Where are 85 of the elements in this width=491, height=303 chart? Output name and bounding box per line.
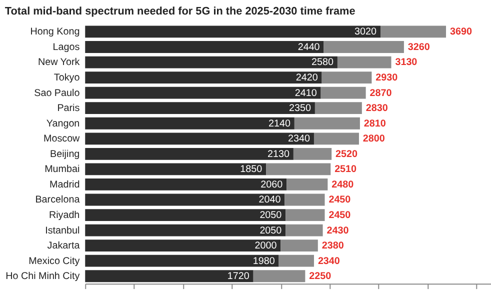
y-tick-label: Paris (57, 103, 80, 114)
total-label: 2250 (309, 271, 332, 282)
total-label: 2450 (328, 210, 352, 221)
total-label: 2340 (318, 256, 340, 267)
y-tick-label: Jakarta (47, 240, 80, 252)
total-label: 3690 (450, 26, 472, 38)
bar (85, 102, 315, 114)
total-label: 2830 (366, 103, 388, 114)
data-label: 2060 (260, 179, 284, 190)
y-tick-label: Yangon (46, 118, 80, 130)
total-label: 2380 (322, 240, 344, 252)
data-label: 1850 (240, 164, 263, 176)
bar (293, 148, 332, 160)
y-tick-label: Sao Paulo (34, 88, 80, 99)
bar (85, 178, 287, 190)
total-label: 2450 (328, 194, 352, 206)
y-tick-label: New York (38, 57, 80, 68)
total-label: 2480 (332, 179, 354, 190)
y-tick-label: Lagos (52, 42, 80, 53)
total-label: 2430 (326, 225, 350, 236)
data-label: 2050 (260, 210, 282, 221)
y-tick-label: Riyadh (48, 210, 80, 221)
bar (324, 41, 404, 53)
data-label: 2140 (268, 118, 291, 130)
bar (322, 72, 372, 84)
data-label: 2000 (254, 240, 278, 252)
y-tick-label: Beijing (50, 148, 80, 160)
bar (85, 254, 279, 267)
data-label: 3020 (354, 26, 378, 38)
data-label: 2580 (312, 57, 334, 68)
bar (85, 56, 338, 68)
bar (380, 26, 446, 38)
data-label: 1720 (227, 271, 250, 282)
y-tick-label: Madrid (50, 179, 80, 190)
bar (314, 102, 362, 114)
bar (85, 148, 294, 160)
bar (337, 56, 392, 68)
total-label: 2510 (334, 164, 358, 176)
bar (85, 209, 286, 221)
data-label: 2440 (298, 42, 320, 53)
bar (85, 26, 380, 38)
data-label: 1980 (252, 256, 276, 267)
total-label: 2520 (336, 148, 358, 160)
bar (85, 240, 281, 252)
y-tick-label: Istanbul (45, 225, 80, 236)
data-label: 2050 (260, 225, 282, 236)
bar (85, 72, 322, 84)
bar (85, 117, 294, 130)
total-label: 3130 (395, 57, 418, 68)
bar (286, 178, 328, 190)
y-tick-label: Moscow (43, 134, 81, 145)
total-label: 3260 (408, 42, 430, 53)
data-label: 2420 (296, 72, 318, 84)
y-tick-label: Mumbai (44, 164, 80, 176)
bar (85, 163, 266, 176)
y-tick-label: Tokyo (54, 72, 80, 84)
data-label: 2350 (289, 103, 312, 114)
total-label: 2800 (362, 134, 386, 145)
total-label: 2810 (364, 118, 386, 130)
data-label: 2410 (294, 88, 318, 99)
bar (85, 41, 324, 53)
y-tick-label: Barcelona (35, 194, 80, 206)
bar (314, 132, 359, 145)
data-label: 2130 (268, 148, 290, 160)
total-label: 2870 (370, 88, 392, 99)
bar (284, 194, 325, 206)
bar (294, 117, 360, 130)
bar (85, 132, 314, 145)
total-label: 2930 (376, 72, 398, 84)
bar (286, 209, 325, 221)
bar (85, 194, 285, 206)
bar (286, 224, 323, 236)
chart-title: Total mid-band spectrum needed for 5G in the 2025-2030 time frame (4, 5, 356, 18)
bar (85, 86, 321, 99)
bar (266, 163, 331, 176)
bar (85, 270, 254, 282)
bar (280, 240, 318, 252)
data-label: 2340 (288, 134, 311, 145)
y-tick-label: Mexico City (28, 256, 80, 267)
bar (85, 224, 286, 236)
bar (320, 86, 366, 99)
y-tick-label: Ho Chi Minh City (6, 271, 80, 282)
y-tick-label: Hong Kong (30, 26, 80, 38)
bar (278, 254, 314, 267)
data-label: 2040 (258, 194, 282, 206)
